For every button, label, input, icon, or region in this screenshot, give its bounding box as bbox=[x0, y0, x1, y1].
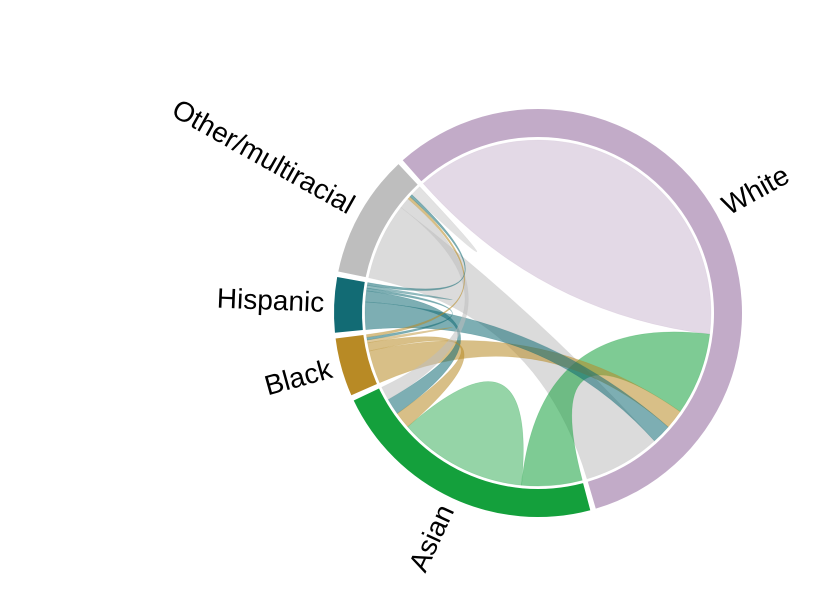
ribbon-white-hispanic bbox=[364, 301, 669, 442]
ribbon-asian-black bbox=[367, 336, 465, 428]
group-arc-asian bbox=[353, 388, 591, 518]
group-label-hispanic: Hispanic bbox=[216, 283, 325, 318]
group-label-black: Black bbox=[261, 353, 336, 401]
group-label-other-multiracial: Other/multiracial bbox=[167, 93, 360, 220]
group-arc-other-multiracial bbox=[338, 164, 418, 278]
group-arc-black bbox=[335, 334, 377, 396]
ribbon-asian-hispanic bbox=[365, 290, 461, 415]
ribbon-asian-other-multiracial bbox=[381, 198, 469, 400]
ribbon-asian-asian bbox=[407, 381, 524, 486]
ribbons-layer bbox=[364, 139, 712, 487]
ribbon-black-black bbox=[366, 326, 453, 344]
ribbon-white-white bbox=[422, 139, 712, 335]
ribbon-hispanic-other-multiracial bbox=[366, 194, 466, 291]
ribbon-other-multiracial-other-multiracial bbox=[411, 186, 478, 253]
group-arc-white bbox=[402, 108, 743, 509]
ribbon-black-hispanic bbox=[366, 287, 453, 341]
ribbon-hispanic-hispanic bbox=[366, 284, 453, 301]
group-label-asian: Asian bbox=[403, 500, 461, 577]
arcs-layer bbox=[334, 108, 743, 518]
group-arc-hispanic bbox=[334, 277, 365, 333]
group-label-white: White bbox=[717, 159, 795, 221]
ribbon-black-other-multiracial bbox=[366, 196, 465, 338]
